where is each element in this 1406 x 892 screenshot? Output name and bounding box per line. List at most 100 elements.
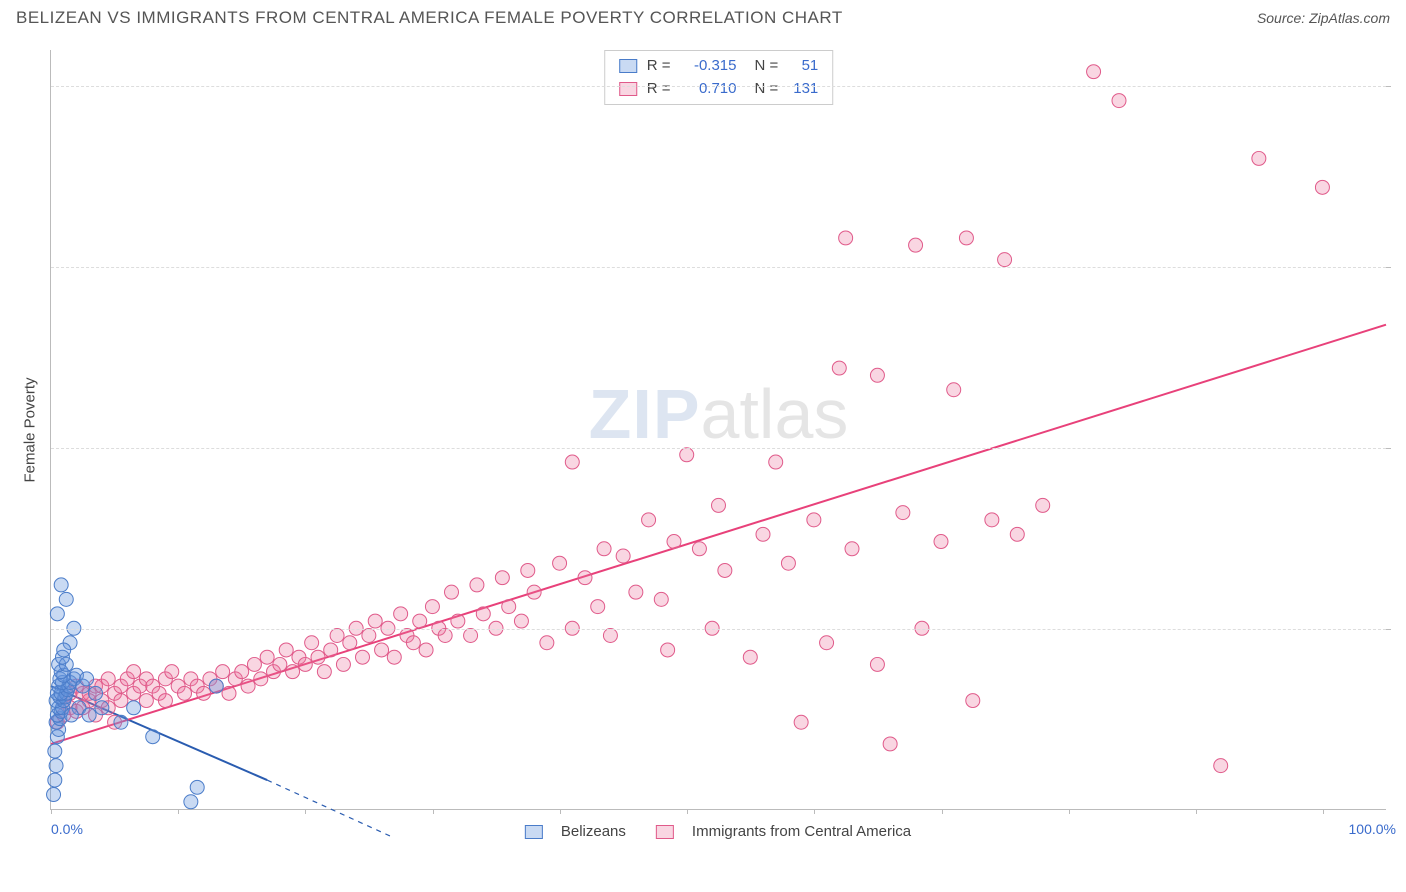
point-series2: [807, 513, 821, 527]
source-label: Source: ZipAtlas.com: [1257, 10, 1390, 26]
point-series2: [305, 636, 319, 650]
r-label-1: R =: [647, 55, 671, 78]
x-tick: [814, 809, 815, 814]
point-series2: [406, 636, 420, 650]
point-series2: [216, 665, 230, 679]
legend-swatch-2: [656, 825, 674, 839]
x-tick: [51, 809, 52, 814]
r-value-2: 0.710: [677, 78, 737, 101]
point-series2: [298, 657, 312, 671]
point-series1: [64, 708, 78, 722]
point-series2: [870, 657, 884, 671]
point-series2: [356, 650, 370, 664]
point-series2: [712, 498, 726, 512]
point-series1: [59, 592, 73, 606]
point-series2: [317, 665, 331, 679]
point-series2: [387, 650, 401, 664]
point-series2: [470, 578, 484, 592]
point-series2: [178, 686, 192, 700]
point-series2: [502, 600, 516, 614]
x-tick: [178, 809, 179, 814]
point-series2: [368, 614, 382, 628]
point-series2: [597, 542, 611, 556]
point-series1: [209, 679, 223, 693]
legend-swatch-1: [525, 825, 543, 839]
gridline: [51, 448, 1386, 449]
point-series2: [909, 238, 923, 252]
point-series2: [934, 535, 948, 549]
x-tick: [433, 809, 434, 814]
point-series1: [48, 744, 62, 758]
point-series2: [375, 643, 389, 657]
point-series2: [781, 556, 795, 570]
point-series2: [896, 506, 910, 520]
point-series2: [324, 643, 338, 657]
point-series2: [464, 629, 478, 643]
point-series2: [286, 665, 300, 679]
point-series1: [49, 759, 63, 773]
point-series1: [48, 773, 62, 787]
point-series2: [1214, 759, 1228, 773]
bottom-legend: Belizeans Immigrants from Central Americ…: [525, 823, 911, 840]
point-series2: [254, 672, 268, 686]
point-series2: [756, 527, 770, 541]
point-series2: [114, 694, 128, 708]
point-series2: [1010, 527, 1024, 541]
n-label-1: N =: [755, 55, 779, 78]
chart-area: ZIPatlas R = -0.315 N = 51 R = 0.710 N =…: [50, 50, 1386, 810]
point-series2: [451, 614, 465, 628]
point-series2: [718, 563, 732, 577]
x-tick: [1323, 809, 1324, 814]
stats-row-1: R = -0.315 N = 51: [619, 55, 819, 78]
point-series2: [578, 571, 592, 585]
point-series2: [870, 368, 884, 382]
point-series2: [330, 629, 344, 643]
point-series2: [642, 513, 656, 527]
point-series2: [438, 629, 452, 643]
point-series2: [241, 679, 255, 693]
point-series2: [692, 542, 706, 556]
point-series2: [680, 448, 694, 462]
point-series2: [1087, 65, 1101, 79]
point-series2: [336, 657, 350, 671]
y-tick: [1386, 629, 1391, 630]
point-series2: [820, 636, 834, 650]
point-series2: [165, 665, 179, 679]
point-series2: [260, 650, 274, 664]
point-series2: [197, 686, 211, 700]
gridline: [51, 86, 1386, 87]
point-series2: [279, 643, 293, 657]
point-series2: [495, 571, 509, 585]
y-tick: [1386, 267, 1391, 268]
point-series2: [527, 585, 541, 599]
point-series2: [998, 253, 1012, 267]
point-series1: [80, 672, 94, 686]
point-series2: [661, 643, 675, 657]
point-series2: [343, 636, 357, 650]
point-series2: [1112, 94, 1126, 108]
point-series1: [184, 795, 198, 809]
point-series2: [101, 672, 115, 686]
point-series2: [603, 629, 617, 643]
point-series1: [190, 780, 204, 794]
point-series2: [540, 636, 554, 650]
y-axis-label: Female Poverty: [22, 377, 39, 482]
point-series2: [654, 592, 668, 606]
point-series2: [743, 650, 757, 664]
y-tick: [1386, 448, 1391, 449]
point-series2: [959, 231, 973, 245]
chart-title: BELIZEAN VS IMMIGRANTS FROM CENTRAL AMER…: [16, 8, 843, 28]
gridline: [51, 267, 1386, 268]
point-series2: [521, 563, 535, 577]
point-series2: [311, 650, 325, 664]
plot-svg: [51, 50, 1386, 809]
swatch-series2: [619, 82, 637, 96]
n-value-1: 51: [784, 55, 818, 78]
gridline: [51, 629, 1386, 630]
point-series2: [394, 607, 408, 621]
point-series2: [235, 665, 249, 679]
point-series2: [222, 686, 236, 700]
point-series2: [947, 383, 961, 397]
trend-projection-series1: [267, 780, 394, 838]
point-series2: [476, 607, 490, 621]
